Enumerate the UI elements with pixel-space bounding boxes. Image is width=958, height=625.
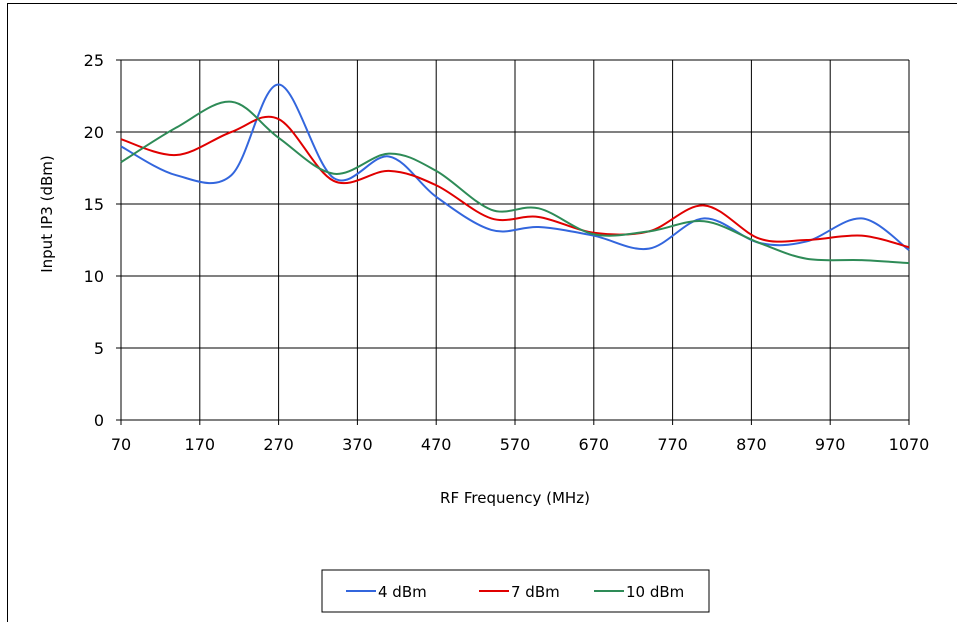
x-tick-labels: 70 170 270 370 470 570 670 770 870 970 1070 [111,435,930,454]
legend: 4 dBm 7 dBm 10 dBm [321,569,710,613]
y-tick-label: 0 [94,411,104,430]
x-tick-label: 470 [421,435,452,454]
y-tick-label: 20 [84,123,104,142]
legend-label: 10 dBm [626,583,684,601]
x-axis-title: RF Frequency (MHz) [440,489,590,507]
y-tick-label: 5 [94,339,104,358]
x-tick-label: 70 [111,435,131,454]
x-tick-label: 970 [815,435,846,454]
y-tick-label: 15 [84,195,104,214]
x-tick-label: 670 [579,435,610,454]
chart-frame [7,3,957,622]
series-lines [120,83,910,265]
x-tick-label: 370 [342,435,373,454]
series-line-1 [120,115,910,249]
legend-label: 4 dBm [378,583,427,601]
x-tick-label: 170 [185,435,216,454]
legend-label: 7 dBm [511,583,560,601]
series-line-0 [120,83,910,251]
legend-box [321,569,710,613]
series-line-2 [120,100,910,265]
x-tick-label: 770 [657,435,688,454]
x-tick-label: 870 [736,435,767,454]
x-tick-label: 570 [500,435,531,454]
plot-grid [116,59,910,425]
x-tick-label: 270 [263,435,294,454]
y-axis-title: Input IP3 (dBm) [38,155,56,273]
y-tick-label: 25 [84,51,104,70]
x-tick-label: 1070 [889,435,930,454]
y-tick-labels: 0 5 10 15 20 25 [84,51,104,430]
y-tick-label: 10 [84,267,104,286]
